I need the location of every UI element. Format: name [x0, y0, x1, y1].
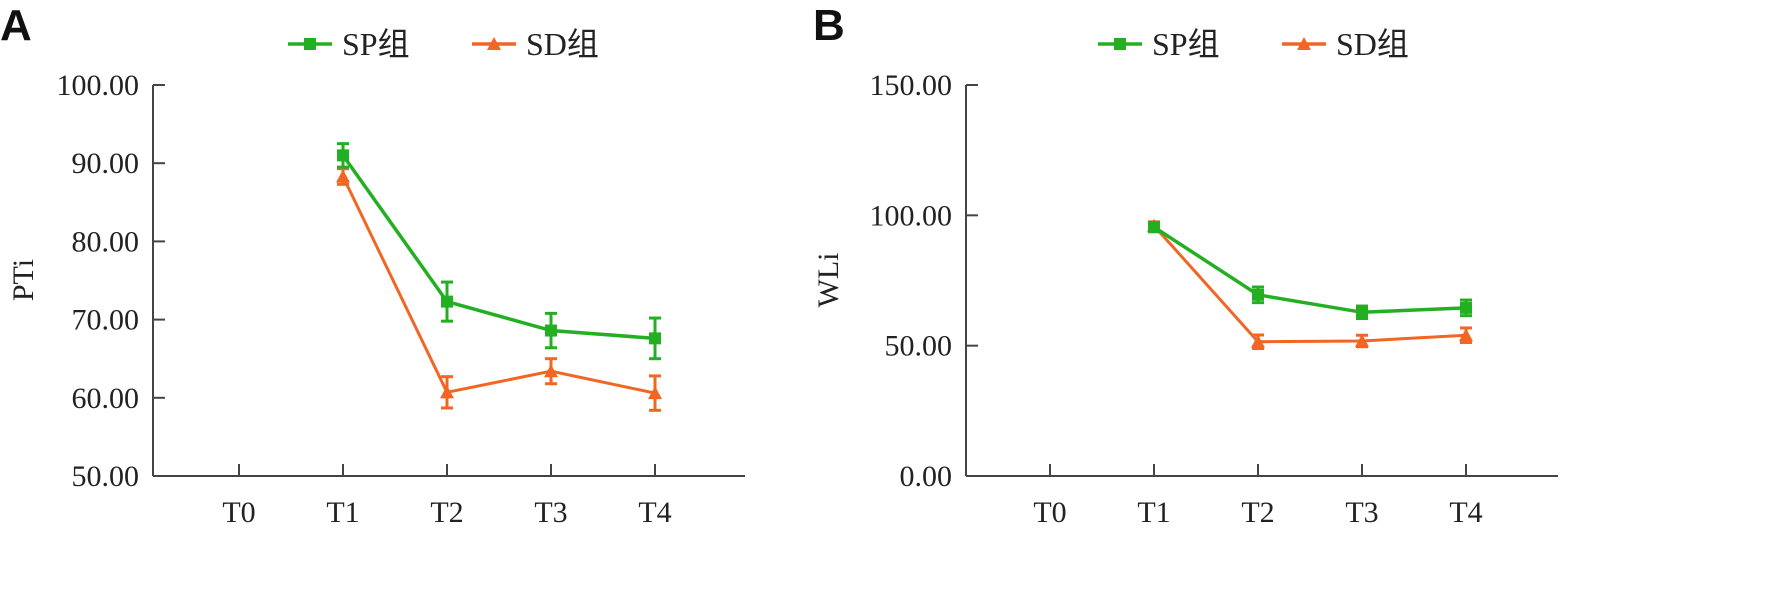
y-tick-label: 50.00	[72, 460, 140, 493]
y-tick-label: 50.00	[885, 330, 953, 363]
y-tick-label: 80.00	[72, 225, 140, 258]
data-point	[1459, 328, 1473, 342]
x-tick-label: T1	[1137, 496, 1170, 529]
series-0	[337, 142, 661, 361]
data-point	[337, 149, 349, 162]
data-point	[336, 169, 350, 183]
data-point	[1355, 333, 1369, 347]
panel-letter: B	[813, 1, 845, 50]
y-axis-title: PTi	[7, 259, 40, 301]
data-point	[1251, 334, 1265, 348]
series-line	[1153, 225, 1467, 315]
x-tick-label: T1	[326, 496, 359, 529]
legend-marker	[487, 37, 501, 50]
x-tick-label: T3	[1345, 496, 1378, 529]
legend-label: SP组	[342, 26, 410, 62]
legend-item-1: SD组	[472, 26, 599, 62]
y-tick-label: 150.00	[870, 69, 953, 102]
x-tick-label: T3	[534, 496, 567, 529]
x-tick-label: T0	[1033, 496, 1066, 529]
data-point	[1460, 301, 1472, 314]
x-tick-label: T2	[1241, 496, 1274, 529]
data-point	[649, 332, 661, 345]
series-line	[1152, 224, 1467, 344]
legend-marker	[1114, 38, 1126, 50]
y-tick-label: 60.00	[72, 382, 140, 415]
data-point	[1148, 221, 1160, 234]
y-tick-label: 90.00	[72, 147, 140, 180]
chart-panel-a: A 50.00 60.00 70.00 80.00 90.00 100.00 T0 T1 T2 T3…	[0, 1, 745, 529]
data-point	[545, 324, 557, 337]
series-0	[1148, 220, 1472, 321]
data-point	[441, 295, 453, 308]
series-1	[336, 167, 662, 412]
data-point	[440, 385, 454, 399]
chart-panel-b: B 0.00 50.00 100.00 150.00 T0 T1 T2 T3 T4 WLi SP组 SD…	[812, 1, 1558, 529]
y-tick-label: 100.00	[870, 199, 953, 232]
legend-label: SD组	[526, 26, 599, 62]
legend-item-0: SP组	[1098, 26, 1220, 62]
panel-letter: A	[0, 1, 32, 50]
legend-item-1: SD组	[1282, 26, 1409, 62]
legend-label: SD组	[1336, 26, 1409, 62]
legend-marker	[304, 38, 316, 50]
data-point	[1356, 306, 1368, 319]
y-axis-title: WLi	[812, 253, 845, 308]
series-line	[341, 154, 656, 341]
series-1	[1147, 218, 1473, 351]
y-tick-label: 0.00	[900, 460, 953, 493]
legend-marker	[1297, 37, 1311, 50]
y-tick-label: 100.00	[57, 69, 140, 102]
y-tick-label: 70.00	[72, 304, 140, 337]
x-tick-label: T4	[638, 496, 671, 529]
x-tick-label: T4	[1449, 496, 1482, 529]
x-tick-label: T0	[222, 496, 255, 529]
legend-item-0: SP组	[288, 26, 410, 62]
data-point	[544, 364, 558, 378]
data-point	[648, 386, 662, 400]
data-point	[1252, 288, 1264, 301]
x-tick-label: T2	[430, 496, 463, 529]
legend-label: SP组	[1152, 26, 1220, 62]
series-line	[341, 175, 656, 395]
